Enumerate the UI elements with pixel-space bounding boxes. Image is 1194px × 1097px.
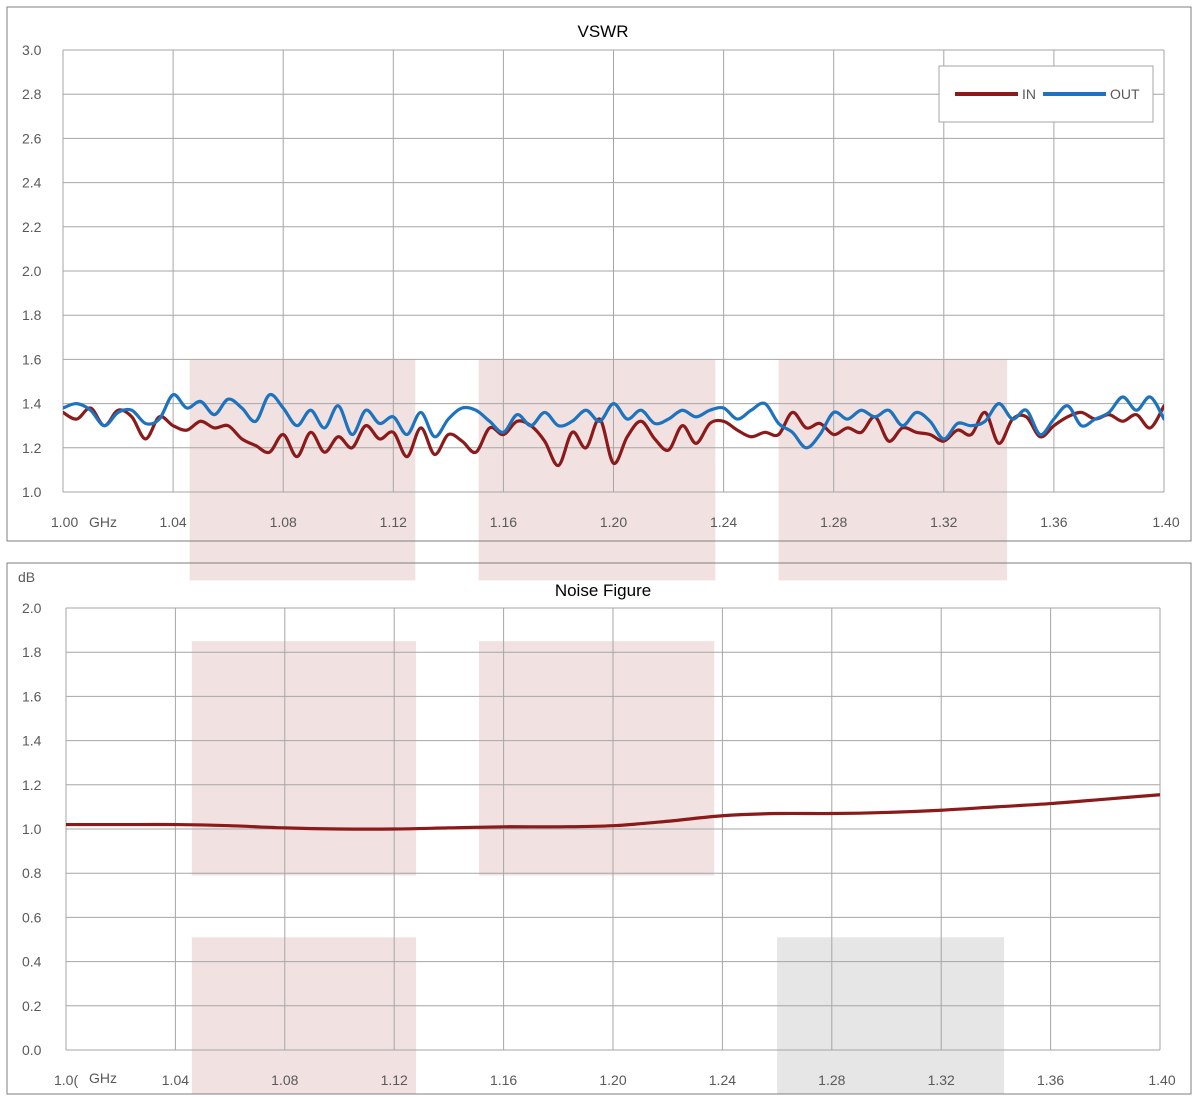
- vswr-chart-frame: [6, 6, 1192, 542]
- noise-figure-y-label: dB: [18, 569, 35, 585]
- x-tick-label: 1.12: [381, 1072, 408, 1088]
- x-tick-label: 1.12: [380, 514, 407, 530]
- x-tick-label: 1.08: [271, 1072, 298, 1088]
- vswr-x-tick-labels: 1.00 1.04 1.08 1.12 1.16 1.20 1.24 1.28 1.32 1.36…: [51, 514, 1180, 530]
- noise-figure-gridlines: [65, 607, 1161, 1051]
- x-tick-label: 1.20: [600, 514, 627, 530]
- y-tick-label: 1.8: [22, 307, 42, 323]
- vswr-title: VSWR: [578, 22, 629, 41]
- y-tick-label: 1.4: [22, 396, 42, 412]
- noise-figure-y-tick-labels: 0.0 0.2 0.4 0.6 0.8 1.0 1.2 1.4 1.6 1.8 2.0: [22, 600, 42, 1058]
- noise-figure-x-unit: GHz: [89, 1070, 117, 1086]
- vswr-band-3: [778, 359, 1008, 581]
- y-tick-label: 1.4: [22, 733, 42, 749]
- noise-figure-chart-frame: [6, 562, 1192, 1095]
- x-tick-label: 1.04: [162, 1072, 189, 1088]
- x-tick-label: 1.16: [490, 514, 517, 530]
- legend-in-label: IN: [1022, 86, 1036, 102]
- vswr-band-2: [478, 359, 716, 581]
- y-tick-label: 0.4: [22, 954, 42, 970]
- noise-figure-series-lines: [66, 793, 1160, 831]
- noise-figure-title: Noise Figure: [555, 581, 651, 600]
- x-tick-label: 1.32: [928, 1072, 955, 1088]
- x-tick-label: 1.16: [490, 1072, 517, 1088]
- vswr-x-unit: GHz: [89, 514, 117, 530]
- x-tick-label: 1.04: [159, 514, 186, 530]
- noise-figure-band-1: [191, 641, 417, 876]
- x-tick-label: 1.20: [599, 1072, 626, 1088]
- noise-figure-chart: 0.00.20.40.60.81.01.21.41.61.82.0 1.0(1.…: [6, 562, 1192, 1095]
- out-series-line: [63, 392, 1164, 450]
- y-tick-label: 2.2: [22, 219, 42, 235]
- vswr-band-1: [189, 359, 416, 581]
- x-tick-label: 1.00: [51, 514, 78, 530]
- legend-out-label: OUT: [1110, 86, 1140, 102]
- vswr-legend: IN OUT: [938, 65, 1154, 123]
- x-tick-label: 1.36: [1040, 514, 1067, 530]
- x-tick-label: 1.36: [1037, 1072, 1064, 1088]
- x-tick-label: 1.24: [710, 514, 737, 530]
- y-tick-label: 2.0: [22, 263, 42, 279]
- y-tick-label: 2.0: [22, 600, 42, 616]
- y-tick-label: 3.0: [22, 42, 42, 58]
- y-tick-label: 2.4: [22, 175, 42, 191]
- highlight-bands: [189, 359, 1008, 1095]
- x-tick-label: 1.32: [930, 514, 957, 530]
- vswr-series-lines: [63, 392, 1164, 468]
- noise-figure-band-3: [191, 937, 417, 1095]
- x-tick-label: 1.0(: [54, 1072, 78, 1088]
- vswr-y-tick-labels: 1.0 1.2 1.4 1.6 1.8 2.0 2.2 2.4 2.6 2.8 3.0: [22, 42, 42, 500]
- x-tick-label: 1.28: [818, 1072, 845, 1088]
- y-tick-label: 2.6: [22, 130, 42, 146]
- y-tick-label: 1.6: [22, 688, 42, 704]
- x-tick-label: 1.28: [820, 514, 847, 530]
- vswr-chart: 1.01.21.41.61.82.02.22.42.62.83.0 1.00 1.…: [6, 6, 1192, 542]
- noise-figure-band-2: [478, 641, 715, 876]
- in-series-line: [63, 404, 1164, 468]
- y-tick-label: 1.8: [22, 644, 42, 660]
- noise-figure-band-4: [777, 937, 1005, 1095]
- noise-figure-series-line: [66, 793, 1160, 831]
- y-tick-label: 1.0: [22, 821, 42, 837]
- y-tick-label: 1.2: [22, 440, 42, 456]
- y-tick-label: 0.6: [22, 909, 42, 925]
- y-tick-label: 1.6: [22, 351, 42, 367]
- y-tick-label: 0.8: [22, 865, 42, 881]
- x-tick-label: 1.40: [1148, 1072, 1175, 1088]
- x-tick-label: 1.24: [709, 1072, 736, 1088]
- noise-figure-x-tick-labels: 1.0( 1.04 1.08 1.12 1.16 1.20 1.24 1.28 1.32 1.36…: [54, 1072, 1176, 1088]
- y-tick-label: 1.2: [22, 777, 42, 793]
- y-tick-label: 1.0: [22, 484, 42, 500]
- x-tick-label: 1.08: [270, 514, 297, 530]
- y-tick-label: 0.0: [22, 1042, 42, 1058]
- x-tick-label: 1.40: [1152, 514, 1179, 530]
- y-tick-label: 2.8: [22, 86, 42, 102]
- y-tick-label: 0.2: [22, 998, 42, 1014]
